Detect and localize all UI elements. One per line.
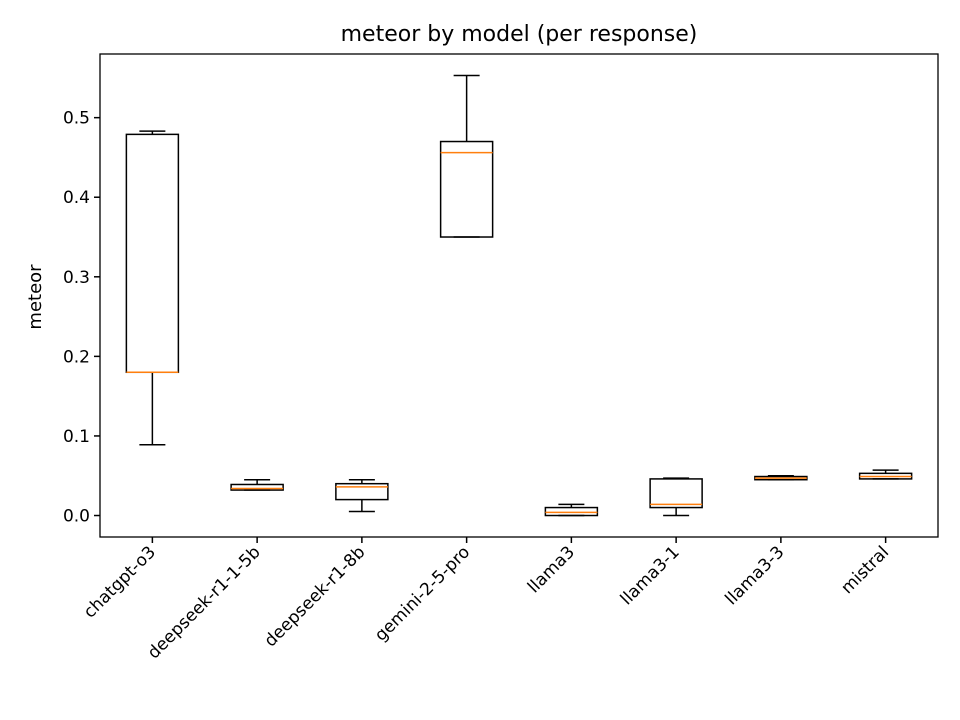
box — [125, 133, 180, 374]
box — [439, 140, 494, 238]
plot-frame — [99, 53, 939, 538]
box — [544, 506, 599, 517]
x-tick-label: deepseek-r1-1-5b — [144, 542, 265, 663]
x-tick-label: llama3-3 — [722, 542, 789, 609]
box — [335, 482, 389, 501]
chart-title: meteor by model (per response) — [341, 22, 698, 47]
x-tick-label: chatgpt-o3 — [80, 542, 160, 622]
x-tick-label: mistral — [837, 542, 893, 598]
y-tick-label: 0.1 — [63, 427, 90, 447]
x-tick-label: llama3-1 — [617, 542, 684, 609]
x-tick-label: deepseek-r1-8b — [261, 542, 370, 651]
x-tick-label: gemini-2-5-pro — [371, 542, 474, 645]
box — [230, 483, 284, 491]
y-tick-label: 0.3 — [63, 268, 90, 288]
x-tick-label: llama3 — [524, 542, 579, 597]
y-tick-label: 0.0 — [63, 507, 90, 527]
box — [649, 478, 703, 509]
y-tick-label: 0.2 — [63, 347, 90, 367]
y-axis-label: meteor — [25, 264, 46, 330]
y-tick-label: 0.5 — [63, 109, 90, 129]
plot-area: 0.00.10.20.30.40.5chatgpt-o3deepseek-r1-… — [63, 74, 913, 663]
y-tick-label: 0.4 — [63, 188, 90, 208]
